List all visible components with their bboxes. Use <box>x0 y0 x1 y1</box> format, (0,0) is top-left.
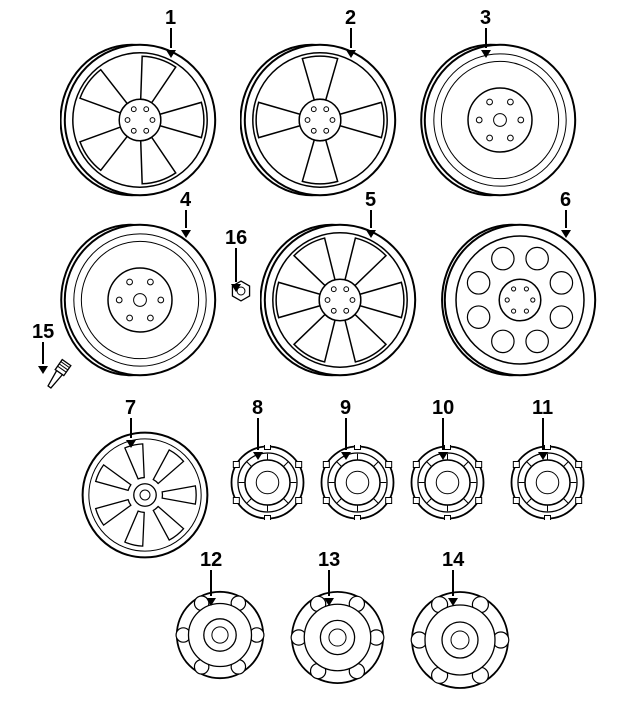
callout-16: 16 <box>225 228 247 292</box>
arrow-head-icon <box>324 598 334 606</box>
arrow-line <box>370 210 372 228</box>
arrow-head-icon <box>126 440 136 448</box>
arrow-line <box>257 418 259 450</box>
callout-number-9: 9 <box>340 398 351 418</box>
part-9-center-cap <box>320 445 395 520</box>
arrow-line <box>485 28 487 48</box>
callout-number-11: 11 <box>532 398 553 418</box>
arrow-head-icon <box>206 598 216 606</box>
arrow-line <box>235 248 237 282</box>
arrow-line <box>130 418 132 438</box>
arrow-line <box>42 342 44 364</box>
arrow-head-icon <box>166 50 176 58</box>
callout-number-10: 10 <box>432 398 454 418</box>
arrow-line <box>210 570 212 596</box>
callout-number-7: 7 <box>125 398 136 418</box>
arrow-head-icon <box>253 452 263 460</box>
arrow-line <box>565 210 567 228</box>
arrow-line <box>185 210 187 228</box>
callout-number-12: 12 <box>200 550 222 570</box>
callout-number-1: 1 <box>165 8 176 28</box>
arrow-head-icon <box>561 230 571 238</box>
part-5-wheel-6spoke <box>260 220 420 380</box>
callout-number-13: 13 <box>318 550 340 570</box>
part-2-wheel-alt1 <box>240 40 400 200</box>
callout-13: 13 <box>318 550 340 606</box>
callout-number-8: 8 <box>252 398 263 418</box>
callout-number-3: 3 <box>480 8 491 28</box>
part-7-hubcap-cover <box>80 430 210 560</box>
arrow-line <box>170 28 172 48</box>
callout-number-16: 16 <box>225 228 247 248</box>
arrow-line <box>350 28 352 48</box>
callout-4: 4 <box>180 190 191 238</box>
callout-number-4: 4 <box>180 190 191 210</box>
arrow-line <box>345 418 347 450</box>
part-1-wheel-5spoke <box>60 40 220 200</box>
arrow-line <box>452 570 454 596</box>
callout-11: 11 <box>532 398 553 460</box>
arrow-head-icon <box>341 452 351 460</box>
callout-15: 15 <box>32 322 54 374</box>
callout-number-5: 5 <box>365 190 376 210</box>
callout-number-14: 14 <box>442 550 464 570</box>
callout-5: 5 <box>365 190 376 238</box>
callout-14: 14 <box>442 550 464 606</box>
part-4-wheel-steel <box>60 220 220 380</box>
callout-1: 1 <box>165 8 176 58</box>
arrow-head-icon <box>231 284 241 292</box>
arrow-head-icon <box>366 230 376 238</box>
callout-6: 6 <box>560 190 571 238</box>
callout-2: 2 <box>345 8 356 58</box>
arrow-line <box>542 418 544 450</box>
arrow-head-icon <box>38 366 48 374</box>
part-8-center-cap <box>230 445 305 520</box>
callout-number-2: 2 <box>345 8 356 28</box>
callout-7: 7 <box>125 398 136 448</box>
arrow-head-icon <box>481 50 491 58</box>
callout-9: 9 <box>340 398 351 460</box>
arrow-head-icon <box>181 230 191 238</box>
part-6-wheel-8hole <box>440 220 600 380</box>
callout-3: 3 <box>480 8 491 58</box>
arrow-head-icon <box>346 50 356 58</box>
arrow-head-icon <box>538 452 548 460</box>
arrow-head-icon <box>448 598 458 606</box>
arrow-line <box>442 418 444 450</box>
part-3-wheel-steel <box>420 40 580 200</box>
callout-8: 8 <box>252 398 263 460</box>
arrow-head-icon <box>438 452 448 460</box>
arrow-line <box>328 570 330 596</box>
callout-12: 12 <box>200 550 222 606</box>
callout-number-15: 15 <box>32 322 54 342</box>
callout-number-6: 6 <box>560 190 571 210</box>
callout-10: 10 <box>432 398 454 460</box>
